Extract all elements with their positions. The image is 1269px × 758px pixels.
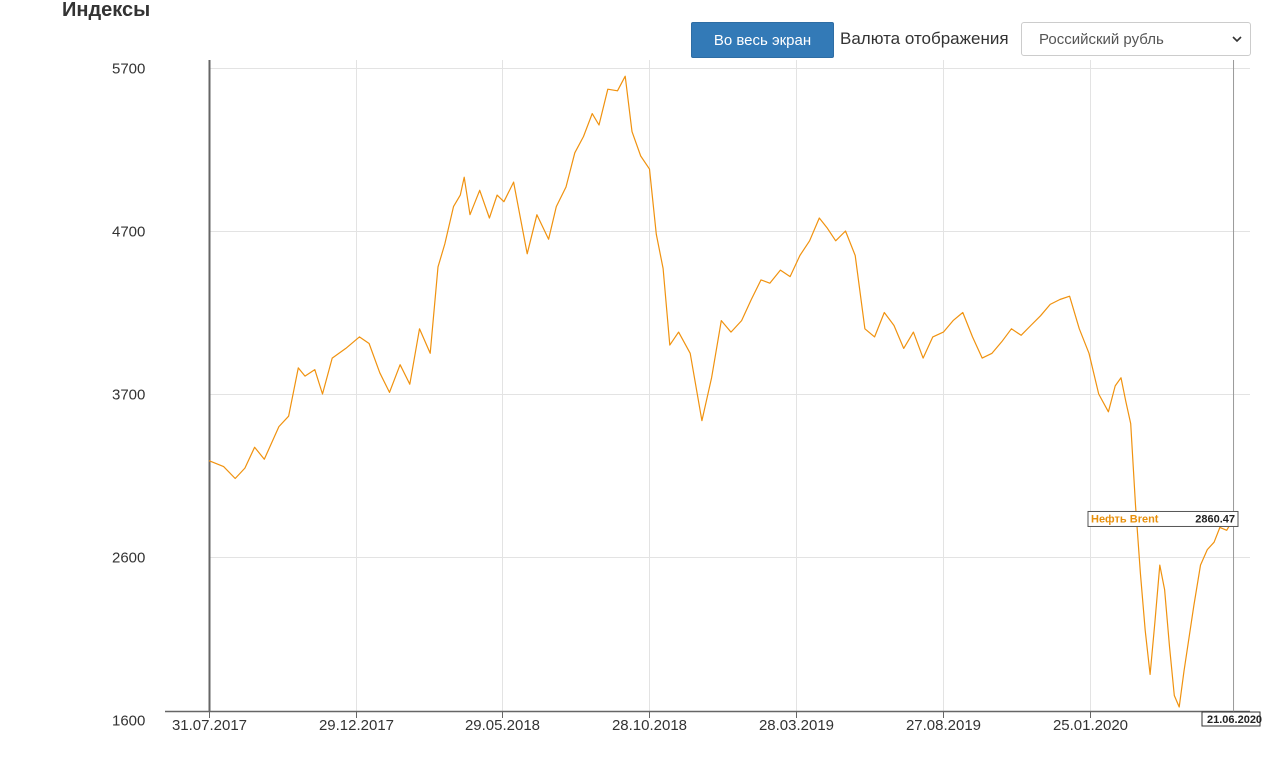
- chart-axes: 5700 4700 3700 2600 1600 31.07.2017 29.12.2017…: [112, 60, 1250, 734]
- y-tick-label: 3700: [112, 387, 145, 404]
- chart-series: [208, 75, 1235, 708]
- tooltip-value: 2860.47: [1195, 513, 1235, 525]
- chart-tooltip: Нефть Brent 2860.47 21.06.2020: [1087, 60, 1262, 727]
- currency-select[interactable]: Российский рубль: [1021, 22, 1251, 56]
- y-tick-label: 2600: [112, 550, 145, 567]
- y-tick-label: 1600: [112, 713, 145, 730]
- currency-select-value: Российский рубль: [1039, 30, 1164, 48]
- fullscreen-button[interactable]: Во весь экран: [691, 22, 834, 58]
- y-tick-label: 4700: [112, 224, 145, 241]
- x-tick-label: 25.01.2020: [1053, 717, 1128, 734]
- x-tick-label: 29.12.2017: [319, 717, 394, 734]
- x-tick-label: 31.07.2017: [172, 717, 247, 734]
- x-tick-label: 27.08.2019: [906, 717, 981, 734]
- x-tick-label: 28.03.2019: [759, 717, 834, 734]
- x-tick-label: 29.05.2018: [465, 717, 540, 734]
- page-title: Индексы: [62, 0, 151, 21]
- chevron-down-icon: [1232, 36, 1242, 43]
- tooltip-box: [1087, 510, 1239, 527]
- cursor-date-box: [1201, 711, 1261, 727]
- cursor-date-label: 21.06.2020: [1207, 714, 1262, 726]
- tooltip-series-name: Нефть Brent: [1091, 513, 1159, 525]
- series-line-brent: [208, 75, 1235, 708]
- chart-grid: [209, 60, 1250, 712]
- y-tick-label: 5700: [112, 61, 145, 78]
- currency-label: Валюта отображения: [840, 29, 1009, 48]
- x-tick-label: 28.10.2018: [612, 717, 687, 734]
